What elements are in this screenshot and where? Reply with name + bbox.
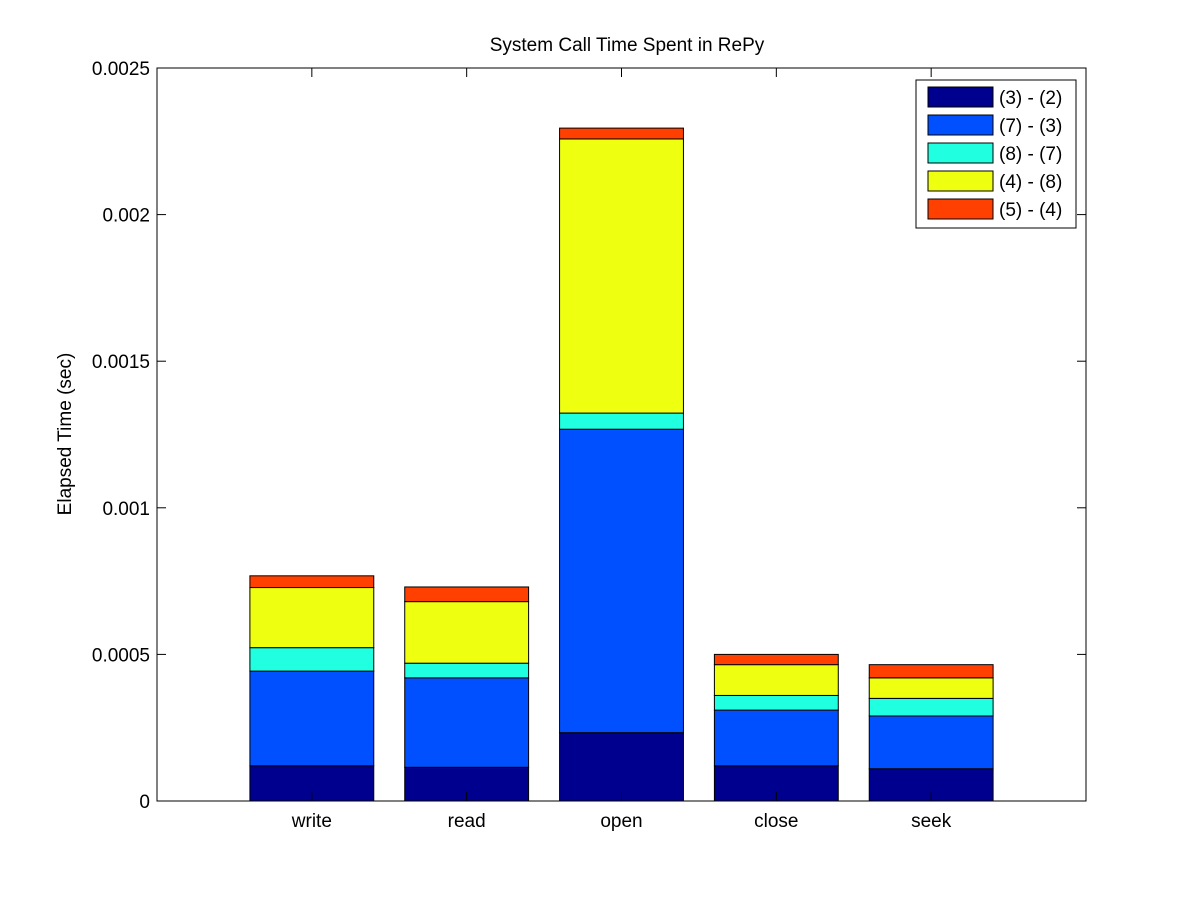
- bar-write-series-4: [249, 587, 375, 649]
- legend-label-1: (3) - (2): [999, 88, 1062, 109]
- axes-layer: write read open close seek 0 0.0005 0.001 0.0015…: [92, 59, 1086, 832]
- legend: (3) - (2) (7) - (3) (8) - (7) (4) - (8) (5) …: [915, 79, 1077, 229]
- bar-seek-series-3: [868, 697, 994, 717]
- bar-read-series-3: [404, 662, 530, 679]
- legend-swatch-3: [927, 142, 994, 164]
- y-axis-label: Elapsed Time (sec): [55, 353, 76, 516]
- bar-open-series-3: [559, 412, 684, 430]
- x-tick-label-close: close: [754, 811, 798, 832]
- y-tick-label: 0.0025: [92, 59, 150, 80]
- bar-open-series-4: [559, 138, 684, 414]
- y-tick-label: 0.002: [102, 206, 150, 227]
- legend-swatch-5: [927, 198, 994, 220]
- bar-seek-series-5: [868, 664, 994, 679]
- legend-swatch-1: [927, 86, 994, 108]
- bars-layer: [249, 127, 994, 802]
- bar-close-series-3: [713, 694, 839, 711]
- legend-label-2: (7) - (3): [999, 116, 1062, 137]
- bar-write-series-5: [249, 575, 375, 589]
- bar-close-series-2: [713, 709, 839, 767]
- bar-open-series-5: [559, 127, 684, 140]
- x-tick-label-write: write: [291, 811, 332, 832]
- bar-seek-series-2: [868, 715, 994, 770]
- x-tick-label-read: read: [448, 811, 486, 832]
- bar-open-series-1: [559, 732, 684, 802]
- bar-close-series-5: [713, 653, 839, 666]
- legend-label-4: (4) - (8): [999, 172, 1062, 193]
- legend-label-5: (5) - (4): [999, 200, 1062, 221]
- chart-title: System Call Time Spent in RePy: [490, 35, 765, 56]
- bar-close-series-4: [713, 664, 839, 696]
- legend-swatch-4: [927, 170, 994, 192]
- bar-read-series-5: [404, 586, 530, 603]
- bar-write-series-3: [249, 647, 375, 672]
- legend-label-3: (8) - (7): [999, 144, 1062, 165]
- y-tick-label: 0.0015: [92, 352, 150, 373]
- bar-read-series-2: [404, 677, 530, 768]
- bar-seek-series-4: [868, 677, 994, 699]
- x-tick-label-seek: seek: [911, 811, 952, 832]
- y-tick-label: 0: [139, 792, 150, 813]
- y-tick-label: 0.0005: [92, 645, 150, 666]
- bar-open-series-2: [559, 428, 684, 734]
- bar-write-series-2: [249, 670, 375, 767]
- y-tick-label: 0.001: [102, 499, 150, 520]
- legend-swatch-2: [927, 114, 994, 136]
- x-tick-label-open: open: [600, 811, 642, 832]
- bar-read-series-4: [404, 601, 530, 664]
